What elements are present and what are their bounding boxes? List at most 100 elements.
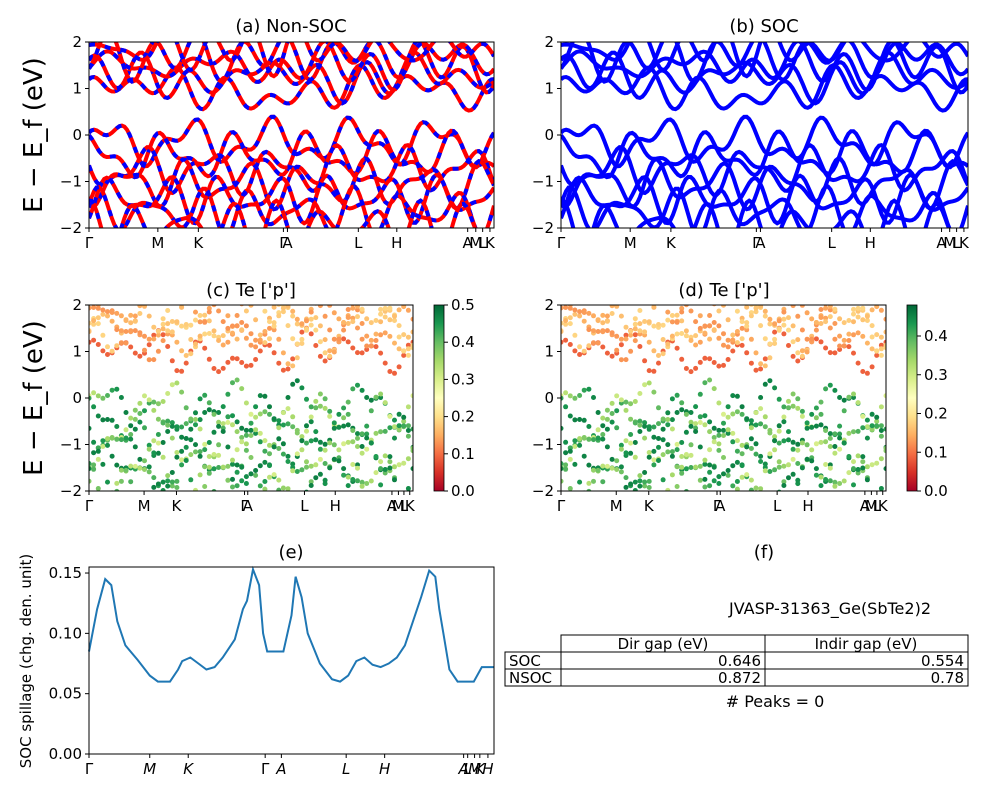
band-dot	[160, 440, 166, 445]
band-dot	[702, 484, 708, 490]
band-dot	[142, 458, 147, 464]
band-dot	[216, 419, 222, 425]
band-dot	[257, 439, 263, 445]
band-dot	[697, 325, 703, 331]
band-dot	[350, 462, 356, 467]
band-dot	[772, 467, 778, 473]
band-dot	[786, 429, 791, 435]
band-dot	[169, 358, 175, 364]
band-dot	[711, 439, 717, 445]
band-dot	[767, 378, 773, 384]
band-dot	[767, 321, 773, 327]
band-dot	[267, 451, 272, 457]
band-dot	[304, 423, 309, 429]
x-tick-label: Γ	[557, 497, 566, 515]
band-dot	[280, 441, 286, 447]
band-dot	[883, 448, 886, 454]
band-dot	[748, 313, 754, 319]
band-dot	[790, 456, 796, 462]
band-dot	[276, 487, 282, 491]
band-dot	[744, 323, 750, 329]
band-dot	[656, 501, 661, 506]
panel-e-title: (e)	[278, 542, 303, 563]
band-dot	[869, 334, 875, 340]
x-tick-label: A	[282, 234, 293, 252]
band-dot	[257, 332, 263, 338]
band-dot	[276, 313, 282, 319]
band-dot	[359, 483, 365, 489]
band-dot	[563, 439, 569, 445]
soc-valence-band	[561, 114, 968, 170]
y-tick-label: 2	[544, 296, 554, 314]
colorbar-tick-label: 0.1	[451, 445, 475, 463]
band-dot	[89, 395, 92, 401]
band-dot	[864, 417, 870, 423]
band-dot	[813, 441, 819, 447]
band-dot	[239, 435, 245, 440]
band-dot	[327, 353, 333, 359]
band-dot	[734, 340, 740, 346]
band-dot	[600, 436, 606, 442]
band-dot	[142, 347, 147, 353]
band-dot	[155, 481, 161, 487]
band-dot	[674, 410, 680, 415]
band-dot	[118, 478, 124, 484]
band-dot	[660, 477, 666, 483]
band-dot	[355, 314, 360, 320]
band-dot	[100, 307, 106, 313]
y-axis-label-middle: E − E_f (eV)	[19, 320, 49, 476]
band-dot	[258, 501, 263, 506]
band-dot	[137, 305, 143, 309]
band-dot	[387, 413, 393, 419]
band-dot	[688, 338, 694, 343]
y-tick-label: 0.10	[49, 624, 82, 642]
band-dot	[91, 318, 97, 324]
band-dot	[726, 507, 731, 512]
band-dot	[600, 463, 606, 469]
band-dot	[234, 419, 240, 425]
band-dot	[276, 305, 282, 307]
band-dot	[614, 393, 620, 399]
band-dot	[373, 338, 379, 343]
band-dot	[734, 329, 740, 334]
band-dot	[618, 342, 624, 348]
band-dot	[874, 423, 880, 429]
band-dot	[679, 400, 685, 406]
band-dot	[100, 348, 106, 354]
band-dot	[317, 305, 323, 309]
band-dot	[285, 453, 291, 459]
colorbar-tick-label: 0.0	[451, 482, 475, 500]
band-dot	[669, 472, 675, 478]
band-dot	[721, 433, 726, 438]
band-dot	[155, 328, 161, 334]
band-dot	[262, 486, 268, 491]
band-dot	[109, 318, 115, 324]
band-dot	[791, 295, 796, 300]
band-dot	[864, 464, 870, 470]
band-dot	[382, 470, 388, 476]
band-dot	[804, 420, 810, 426]
band-dot	[253, 317, 259, 323]
band-dot	[837, 316, 843, 322]
band-dot	[674, 312, 680, 318]
band-dot	[637, 308, 643, 313]
band-dot	[174, 339, 180, 345]
band-dot	[368, 408, 374, 414]
band-dot	[604, 328, 610, 334]
band-dot	[151, 484, 157, 490]
band-dot	[202, 447, 208, 453]
band-dot	[405, 456, 411, 462]
band-dot	[220, 404, 226, 410]
band-dot	[230, 380, 235, 386]
band-dot	[206, 400, 212, 406]
band-dot	[128, 312, 134, 318]
band-dot	[396, 334, 402, 340]
band-dot	[595, 329, 601, 334]
band-dot	[165, 328, 171, 334]
band-dot	[322, 461, 328, 466]
band-dot	[225, 325, 231, 331]
band-dot	[262, 438, 268, 444]
band-dot	[781, 438, 787, 444]
band-dot	[295, 493, 300, 498]
band-dot	[869, 307, 875, 313]
